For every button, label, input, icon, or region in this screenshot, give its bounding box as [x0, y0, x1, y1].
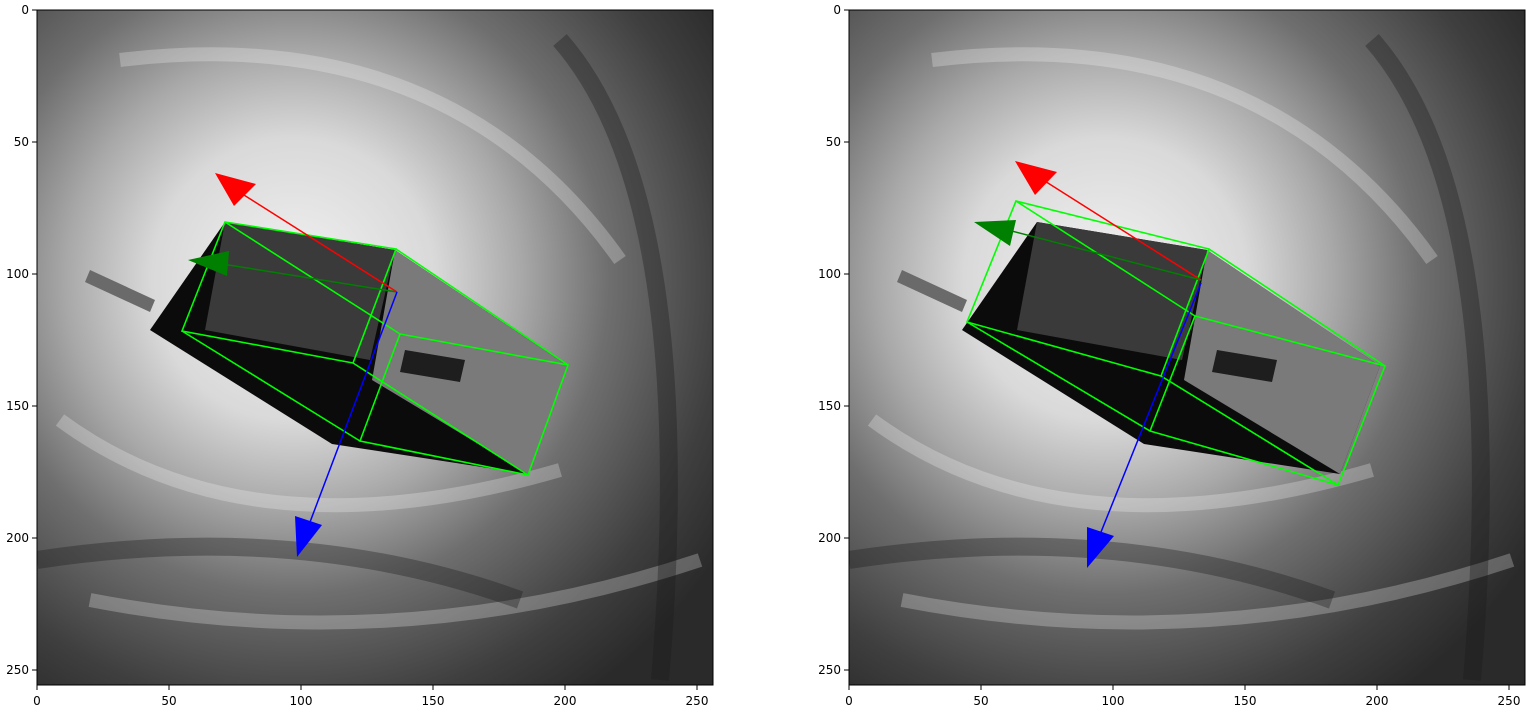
x-axis-arrow-left: [235, 189, 398, 293]
z-axis-arrow-left: [306, 291, 398, 531]
x-tick-label: 200: [554, 694, 577, 708]
satellite-image-left: [37, 10, 713, 685]
y-tick-label: 100: [818, 267, 841, 281]
axes-frame-left: [36, 9, 714, 686]
pose-axes-right: [974, 161, 1202, 568]
z-axis-arrow-right: [1096, 282, 1202, 543]
x-tick-label: 100: [1102, 694, 1125, 708]
x-axis-arrowhead-right: [1015, 161, 1057, 195]
x-ticks-right: 0 50 100 150 200 250: [845, 685, 1520, 708]
y-tick-label: 250: [6, 663, 29, 677]
y-axis-arrow-right: [999, 227, 1202, 281]
x-tick-label: 0: [845, 694, 853, 708]
bounding-box-left: [180, 221, 570, 476]
y-tick-label: 50: [826, 135, 841, 149]
z-axis-arrowhead-right: [1087, 527, 1114, 568]
y-tick-label: 250: [818, 663, 841, 677]
x-axis-arrow-right: [1039, 177, 1202, 281]
y-tick-label: 100: [6, 267, 29, 281]
x-tick-label: 250: [686, 694, 709, 708]
x-tick-label: 150: [1234, 694, 1257, 708]
y-axis-arrowhead-right: [974, 220, 1016, 246]
bounding-box-right: [965, 200, 1387, 486]
y-tick-label: 0: [833, 3, 841, 17]
y-tick-label: 150: [818, 399, 841, 413]
pose-axes-left: [188, 173, 398, 557]
x-tick-label: 250: [1498, 694, 1521, 708]
panel-right: 0 50 100 150 200 250 0 50 100 150 200 250: [818, 3, 1526, 708]
x-tick-label: 50: [973, 694, 988, 708]
x-tick-label: 100: [290, 694, 313, 708]
panel-left: 0 50 100 150 200 250 0 50 100 150 200 250: [6, 3, 714, 708]
y-tick-label: 50: [14, 135, 29, 149]
y-ticks-left: 0 50 100 150 200 250: [6, 3, 37, 677]
y-tick-label: 200: [818, 531, 841, 545]
x-tick-label: 0: [33, 694, 41, 708]
x-ticks-left: 0 50 100 150 200 250: [33, 685, 708, 708]
y-axis-arrow-left: [215, 262, 398, 293]
satellite-image-right: [849, 10, 1525, 685]
x-tick-label: 50: [161, 694, 176, 708]
z-axis-arrowhead-left: [295, 516, 322, 557]
y-ticks-right: 0 50 100 150 200 250: [818, 3, 849, 677]
x-tick-label: 200: [1366, 694, 1389, 708]
x-axis-arrowhead-left: [215, 173, 256, 206]
x-tick-label: 150: [422, 694, 445, 708]
axes-frame-right: [848, 9, 1526, 686]
y-tick-label: 150: [6, 399, 29, 413]
y-tick-label: 0: [21, 3, 29, 17]
y-axis-arrowhead-left: [188, 251, 229, 276]
y-tick-label: 200: [6, 531, 29, 545]
